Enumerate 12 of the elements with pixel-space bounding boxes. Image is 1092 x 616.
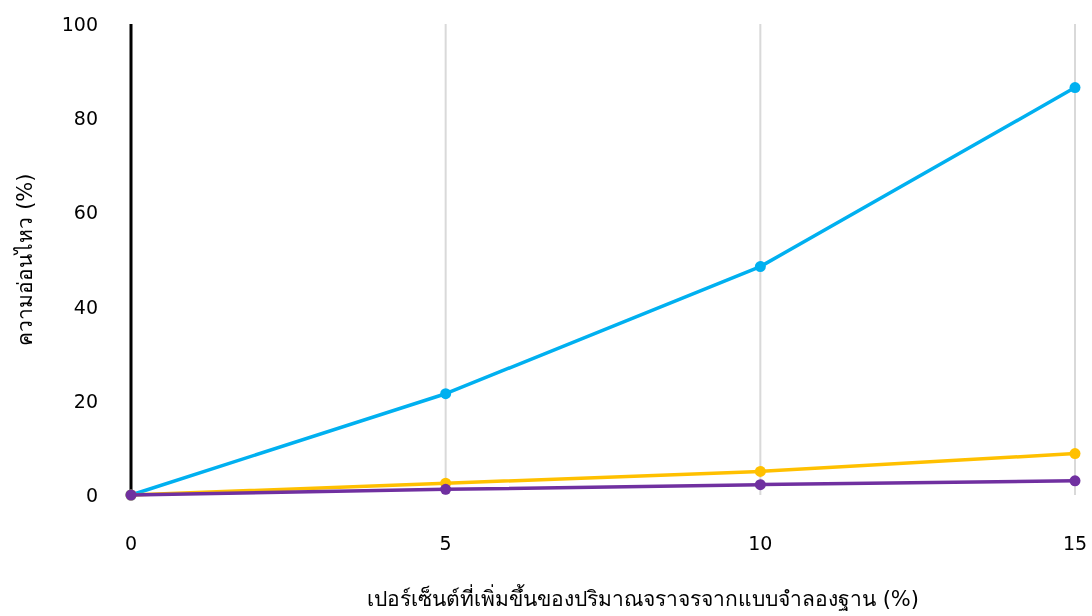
x-tick-label: 10 (748, 532, 773, 554)
y-tick-label: 100 (61, 13, 98, 35)
y-axis-title: ความอ่อนไหว (%) (13, 173, 37, 346)
y-tick-label: 60 (73, 201, 98, 224)
y-tick-label: 20 (73, 389, 98, 412)
x-axis-title: เปอร์เซ็นต์ที่เพิ่มขึ้นของปริมาณจราจรจากแบบจำลองฐาน (%) (366, 584, 920, 611)
y-tick-label: 80 (73, 107, 98, 130)
y-tick-label: 40 (73, 295, 98, 318)
x-tick-label: 15 (1062, 532, 1088, 554)
y-tick-label: 0 (85, 484, 98, 506)
x-tick-label: 0 (124, 532, 138, 554)
x-tick-label: 5 (439, 532, 452, 554)
